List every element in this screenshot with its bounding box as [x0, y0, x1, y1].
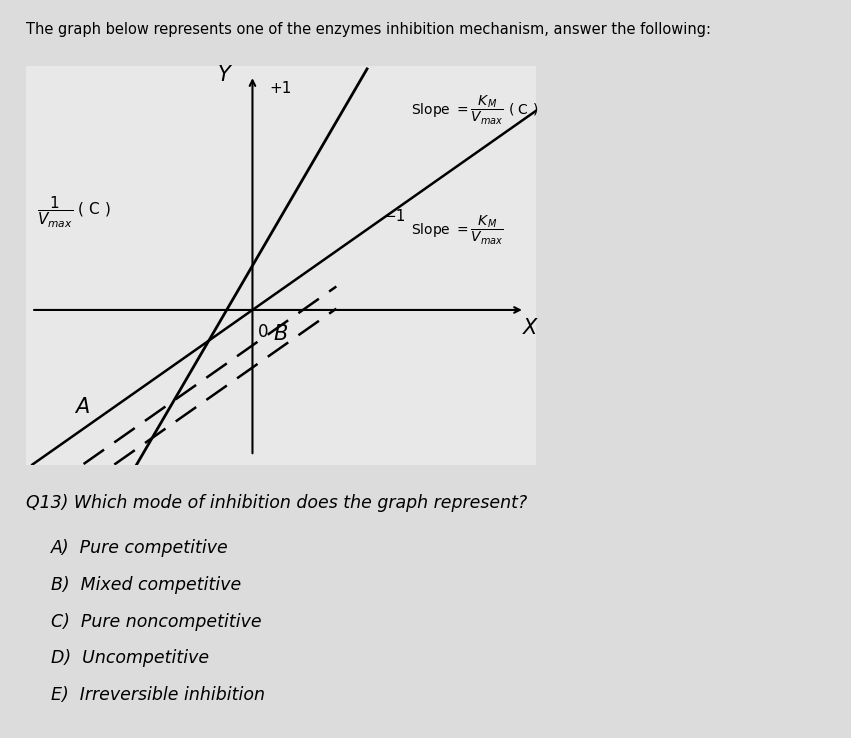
Text: Y: Y [218, 65, 231, 86]
Text: A: A [75, 397, 89, 418]
Text: C)  Pure noncompetitive: C) Pure noncompetitive [51, 613, 262, 630]
Text: Q13) Which mode of inhibition does the graph represent?: Q13) Which mode of inhibition does the g… [26, 494, 527, 512]
Text: X: X [523, 317, 538, 338]
Text: Slope $= \dfrac{K_M}{V_{max}}$: Slope $= \dfrac{K_M}{V_{max}}$ [411, 214, 505, 246]
Text: D)  Uncompetitive: D) Uncompetitive [51, 649, 209, 667]
Text: −1: −1 [383, 210, 405, 224]
Text: 0: 0 [257, 323, 268, 341]
Text: B)  Mixed competitive: B) Mixed competitive [51, 576, 242, 593]
Text: E)  Irreversible inhibition: E) Irreversible inhibition [51, 686, 265, 704]
Text: B: B [274, 324, 288, 345]
Text: Slope $= \dfrac{K_M}{V_{max}}$ ( C ): Slope $= \dfrac{K_M}{V_{max}}$ ( C ) [411, 94, 539, 127]
Text: The graph below represents one of the enzymes inhibition mechanism, answer the f: The graph below represents one of the en… [26, 22, 711, 37]
Text: +1: +1 [270, 81, 292, 96]
Text: A)  Pure competitive: A) Pure competitive [51, 539, 229, 556]
Text: $\dfrac{1}{V_{max}}$ ( C ): $\dfrac{1}{V_{max}}$ ( C ) [37, 195, 111, 230]
